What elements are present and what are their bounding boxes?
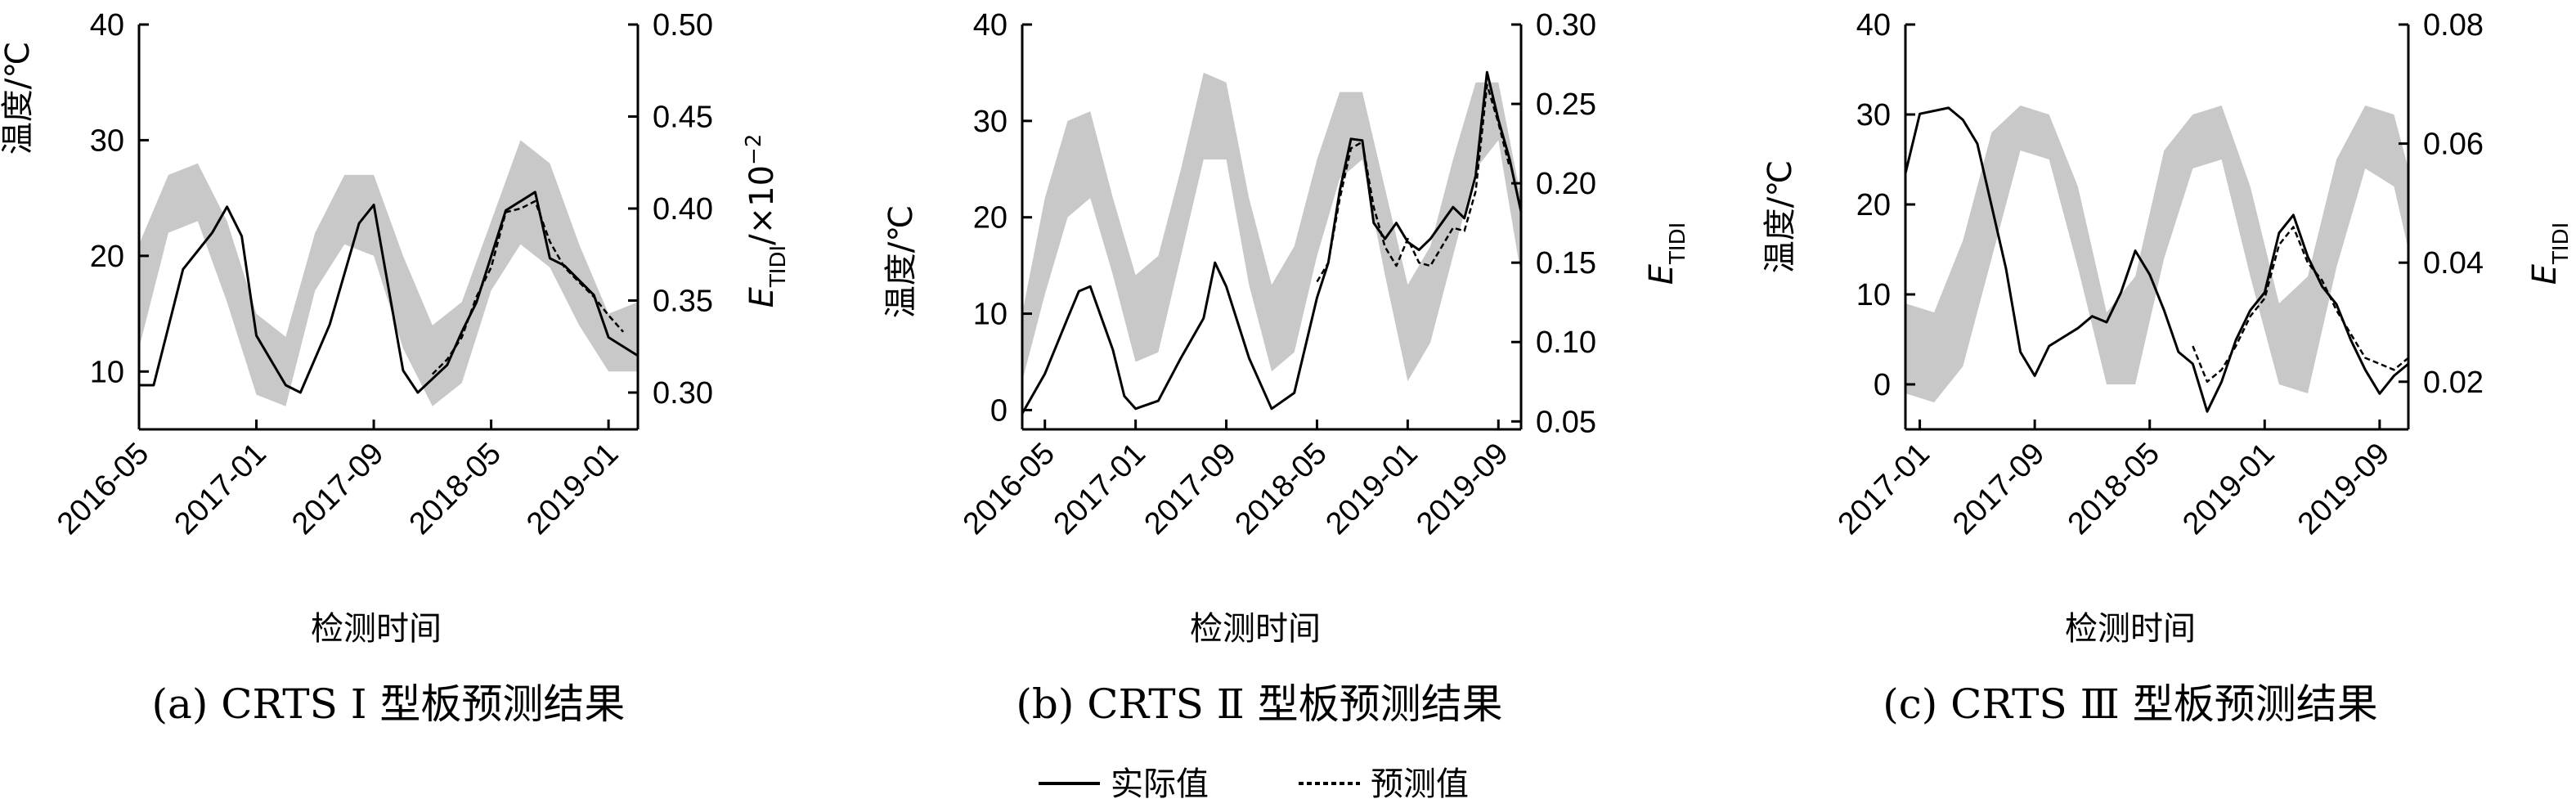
- actual-series-line-b: [1021, 70, 1523, 415]
- predicted-series-line-b: [1316, 83, 1511, 283]
- legend: 实际值 预测值: [1039, 765, 1469, 803]
- temperature-band-layer-a: [139, 140, 638, 406]
- x-tick-label-a: 2016-05: [51, 437, 155, 541]
- predicted-series-line-a: [431, 200, 625, 375]
- x-tick-label-c: 2018-05: [2062, 437, 2166, 541]
- y2-axis-title-c: ETIDI: [2526, 222, 2574, 285]
- series-layer-b: [1021, 70, 1523, 415]
- y-axis-title-b: 温度/℃: [882, 205, 920, 318]
- right-tick-label-b: 0.30: [1536, 8, 1596, 43]
- left-tick-label-c: 10: [1856, 278, 1891, 312]
- x-tick-label-c: 2017-01: [1832, 437, 1936, 541]
- left-tick-label-c: 0: [1874, 368, 1891, 402]
- y-axis-title-a: 温度/℃: [0, 42, 37, 155]
- right-tick-label-b: 0.25: [1536, 88, 1596, 122]
- legend-predicted-label: 预测值: [1371, 765, 1469, 803]
- axes-layer-b: 0 10 20 30 40 0.05 0.10 0.15 0.20 0.25 0.30 2016-05…: [957, 8, 1596, 541]
- left-tick-label-b: 30: [973, 105, 1008, 139]
- right-tick-label-c: 0.06: [2423, 128, 2484, 162]
- right-tick-label-c: 0.08: [2423, 8, 2484, 43]
- x-tick-label-b: 2017-09: [1138, 437, 1243, 541]
- right-tick-label-b: 0.15: [1536, 246, 1596, 281]
- left-tick-label-a: 10: [90, 355, 124, 389]
- right-tick-label-c: 0.02: [2423, 366, 2484, 400]
- x-tick-label-b: 2018-05: [1229, 437, 1334, 541]
- x-tick-label-a: 2018-05: [403, 437, 508, 541]
- y-axis-title-c: 温度/℃: [1761, 160, 1799, 273]
- x-axis-title-a: 检测时间: [311, 610, 442, 648]
- right-tick-label-b: 0.10: [1536, 325, 1596, 360]
- caption-a: (a) CRTS Ⅰ 型板预测结果: [152, 680, 626, 728]
- left-tick-label-a: 40: [90, 8, 124, 43]
- temperature-band-b: [1022, 72, 1521, 382]
- left-tick-label-b: 0: [990, 393, 1008, 428]
- left-tick-label-a: 20: [90, 240, 124, 274]
- right-tick-label-b: 0.05: [1536, 405, 1596, 439]
- x-tick-label-c: 2019-09: [2291, 437, 2396, 541]
- left-tick-label-b: 10: [973, 298, 1008, 332]
- x-tick-label-a: 2019-01: [520, 437, 625, 541]
- right-tick-label-a: 0.30: [653, 376, 713, 411]
- x-tick-label-a: 2017-09: [285, 437, 390, 541]
- x-axis-title-c: 检测时间: [2065, 610, 2196, 648]
- x-tick-label-a: 2017-01: [168, 437, 273, 541]
- panel-b: 0 10 20 30 40 0.05 0.10 0.15 0.20 0.25 0.30 2016-05…: [882, 8, 1690, 728]
- temperature-band-layer-b: [1022, 72, 1521, 382]
- right-tick-label-a: 0.35: [653, 285, 713, 319]
- temperature-band-layer-c: [1905, 105, 2408, 402]
- temperature-band-c: [1905, 105, 2408, 402]
- x-tick-label-c: 2019-01: [2176, 437, 2281, 541]
- left-tick-label-a: 30: [90, 123, 124, 158]
- legend-actual-label: 实际值: [1111, 765, 1209, 803]
- x-axis-title-b: 检测时间: [1190, 610, 1321, 648]
- left-tick-label-c: 20: [1856, 188, 1891, 222]
- x-tick-label-b: 2017-01: [1048, 437, 1152, 541]
- predicted-series-line-c: [2192, 226, 2409, 384]
- y2-axis-title-b: ETIDI: [1643, 222, 1690, 285]
- series-layer-c: [1904, 106, 2409, 413]
- x-tick-label-c: 2017-09: [1946, 437, 2051, 541]
- x-tick-label-b: 2019-09: [1410, 437, 1515, 541]
- x-tick-label-b: 2016-05: [957, 437, 1061, 541]
- series-layer-a: [139, 191, 639, 394]
- right-tick-label-a: 0.45: [653, 101, 713, 135]
- right-tick-label-a: 0.40: [653, 192, 713, 227]
- y2-axis-title-a: ETIDI/×10−2: [742, 134, 791, 308]
- left-tick-label-b: 40: [973, 8, 1008, 43]
- right-tick-label-a: 0.50: [653, 8, 713, 43]
- actual-series-line-a: [139, 191, 639, 394]
- right-tick-label-b: 0.20: [1536, 167, 1596, 201]
- left-tick-label-c: 40: [1856, 8, 1891, 43]
- left-tick-label-c: 30: [1856, 98, 1891, 132]
- right-tick-label-c: 0.04: [2423, 246, 2484, 281]
- caption-c: (c) CRTS Ⅲ 型板预测结果: [1883, 680, 2378, 728]
- temperature-band-a: [139, 140, 638, 406]
- x-tick-label-b: 2019-01: [1319, 437, 1424, 541]
- caption-b: (b) CRTS Ⅱ 型板预测结果: [1016, 680, 1502, 728]
- left-tick-label-b: 20: [973, 201, 1008, 236]
